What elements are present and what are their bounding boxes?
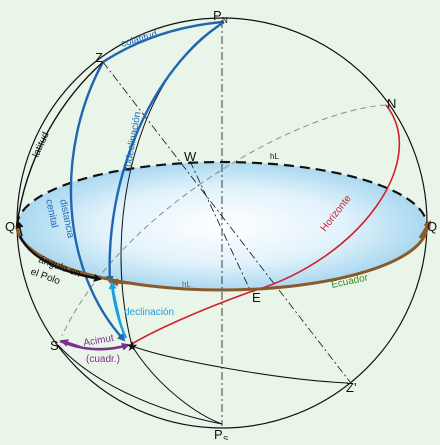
hl-front-label: hL (182, 280, 191, 289)
hour-angle-arrowhead (110, 278, 131, 287)
north-label: N (387, 96, 396, 111)
equator-back-arc (15, 160, 429, 227)
azimuth-label: Acimut (83, 333, 115, 349)
equator-plane (17, 162, 427, 290)
equator-front-arc (15, 225, 429, 292)
zenith-label: Z (95, 50, 103, 65)
nadir-label: Z' (346, 380, 356, 395)
star-icon: ★ (126, 338, 139, 354)
hl-back-label: hL (270, 152, 279, 161)
svg-text:S: S (223, 435, 228, 440)
hour-angle-arc (18, 235, 102, 282)
svg-text:N: N (222, 16, 228, 25)
svg-text:P: P (213, 8, 222, 23)
west-east-line (189, 160, 251, 291)
south-arc (57, 344, 223, 425)
q-right-label: Q (427, 219, 437, 234)
lower-arc (131, 345, 223, 425)
declination-label: declinación (124, 307, 174, 318)
south-label: S (50, 338, 59, 353)
svg-text:P: P (214, 427, 223, 440)
azimuth-arrow-start (60, 339, 81, 349)
zenith-distance-arc (69, 61, 126, 342)
equator-left-arrow (15, 220, 24, 237)
q-left-label: Q (5, 219, 15, 234)
star-vertical-circle (131, 345, 349, 384)
codeclination-arc (105, 20, 225, 284)
colatitud-label: colatitud (120, 29, 159, 50)
east-label: E (252, 290, 261, 305)
latitude-label: latitud (31, 130, 52, 159)
equator-q-arrow (418, 220, 432, 239)
codeclination-label: codeclinación (122, 111, 143, 173)
horizon-back-arc (61, 104, 387, 337)
pole-north-label: P N (213, 8, 228, 25)
west-label: W (184, 149, 197, 164)
azimuth-quadrant-label: (cuadr.) (86, 354, 120, 365)
latitude-arc (16, 61, 104, 227)
colatitud-arc (102, 20, 223, 64)
declination-arrow (108, 281, 122, 323)
pole-south-label: P S (214, 427, 228, 444)
horizon-arc (129, 104, 401, 346)
